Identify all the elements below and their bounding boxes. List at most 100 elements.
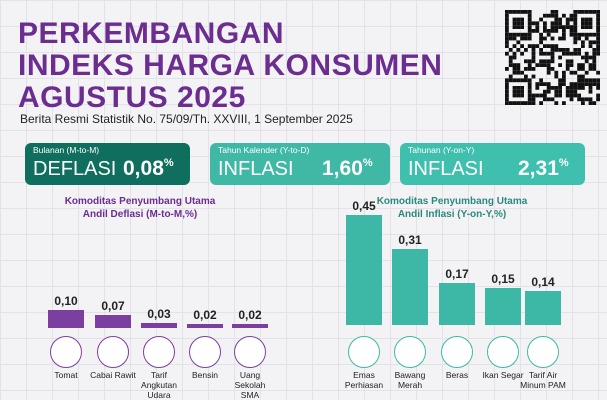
qr-cell xyxy=(565,86,570,90)
qr-cell xyxy=(539,78,543,83)
chart-title: Andil Deflasi (M-to-M,%) xyxy=(82,209,198,220)
qr-cell xyxy=(516,93,521,98)
qr-cell xyxy=(592,48,597,52)
qr-cell xyxy=(520,25,524,29)
qr-cell xyxy=(554,21,559,26)
qr-cell xyxy=(508,101,513,105)
qr-cell xyxy=(520,21,524,26)
qr-cell xyxy=(588,97,593,102)
card-value: 0,08 xyxy=(123,157,164,180)
qr-cell xyxy=(535,86,540,90)
qr-cell xyxy=(562,32,566,37)
qr-cell xyxy=(539,59,543,64)
value-label: 0,02 xyxy=(238,308,262,323)
icon xyxy=(97,336,129,368)
qr-cell xyxy=(543,29,547,33)
qr-cell xyxy=(524,67,528,71)
chart-title: Andil Inflasi (Y-on-Y,%) xyxy=(397,209,507,220)
icon xyxy=(527,336,559,368)
qr-cell xyxy=(562,70,566,75)
qr-cell xyxy=(546,97,551,102)
qr-cell xyxy=(584,82,589,86)
qr-cell xyxy=(588,89,593,94)
card-value: 2,31 xyxy=(518,157,559,180)
qr-cell xyxy=(516,63,521,67)
bar xyxy=(48,310,84,328)
qr-cell xyxy=(573,25,578,29)
qr-cell xyxy=(577,63,581,67)
qr-cell xyxy=(531,44,536,48)
qr-cell xyxy=(535,25,540,29)
qr-cell xyxy=(527,13,532,18)
qr-cell xyxy=(512,17,517,22)
qr-cell xyxy=(550,13,555,18)
qr-cell xyxy=(543,59,547,64)
qr-cell xyxy=(531,21,536,26)
qr-cell xyxy=(596,44,600,48)
qr-cell xyxy=(516,40,521,45)
qr-cell xyxy=(512,51,517,56)
qr-cell xyxy=(516,25,521,29)
qr-cell xyxy=(592,40,597,45)
category-label: Ikan Segar xyxy=(482,370,524,380)
value-label: 0,07 xyxy=(101,299,125,314)
qr-cell xyxy=(512,21,517,26)
bar xyxy=(187,324,223,328)
qr-cell xyxy=(527,25,532,29)
qr-cell xyxy=(554,101,559,105)
qr-cell xyxy=(505,40,509,45)
qr-cell xyxy=(581,63,585,67)
qr-cell xyxy=(562,13,566,18)
qr-cell xyxy=(569,29,574,33)
qr-cell xyxy=(565,21,570,26)
qr-cell xyxy=(588,67,593,71)
qr-cell xyxy=(543,51,547,56)
qr-cell xyxy=(584,17,589,22)
title-line: INDEKS HARGA KONSUMEN xyxy=(18,49,443,82)
qr-cell xyxy=(527,89,532,94)
qr-cell xyxy=(588,25,593,29)
icon xyxy=(394,336,426,368)
qr-cell xyxy=(508,48,513,52)
qr-cell xyxy=(562,36,566,41)
qr-cell xyxy=(573,13,578,18)
qr-cell xyxy=(550,21,555,26)
category-label: Beras xyxy=(445,370,469,380)
qr-cell xyxy=(520,36,524,41)
category-label: Cabai Rawit xyxy=(90,370,136,380)
qr-cell xyxy=(543,93,547,98)
qr-code xyxy=(505,10,600,105)
qr-cell xyxy=(577,48,581,52)
category-label: Tarif Air Minum PAM xyxy=(520,370,566,390)
qr-cell xyxy=(588,10,593,14)
qr-cell xyxy=(588,101,593,105)
qr-cell xyxy=(527,17,532,22)
qr-cell xyxy=(554,48,559,52)
qr-cell xyxy=(505,67,509,71)
qr-cell xyxy=(516,48,521,52)
qr-cell xyxy=(520,44,524,48)
qr-cell xyxy=(524,48,528,52)
qr-cell xyxy=(596,93,600,98)
qr-cell xyxy=(546,89,551,94)
qr-cell xyxy=(565,93,570,98)
value-label: 0,45 xyxy=(352,198,376,213)
qr-cell xyxy=(527,82,532,86)
qr-cell xyxy=(539,93,543,98)
qr-cell xyxy=(531,55,536,60)
card-label: Tahunan (Y-on-Y) xyxy=(408,145,475,155)
qr-cell xyxy=(508,59,513,64)
qr-cell xyxy=(554,93,559,98)
qr-cell xyxy=(596,86,600,90)
qr-cell xyxy=(520,17,524,22)
qr-cell xyxy=(569,86,574,90)
qr-cell xyxy=(596,78,600,83)
qr-cell xyxy=(569,13,574,18)
qr-cell xyxy=(565,67,570,71)
qr-cell xyxy=(569,63,574,67)
card-kind: INFLASI xyxy=(408,158,484,180)
title-line: PERKEMBANGAN xyxy=(18,17,285,50)
qr-cell xyxy=(550,29,555,33)
value-label: 0,15 xyxy=(491,272,515,287)
